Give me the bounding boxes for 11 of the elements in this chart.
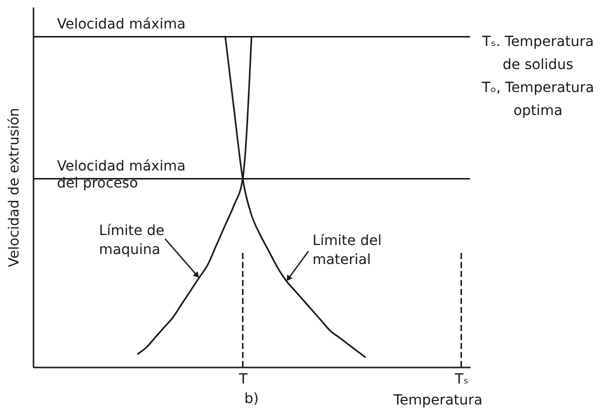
- text: Límite de maquina: [99, 222, 164, 258]
- text: Tₛ. Temperatura de solidus: [481, 34, 594, 73]
- ref-line-label: Velocidad máxima: [57, 16, 186, 33]
- x-tick-label: T: [238, 372, 248, 388]
- y-axis-title: Velocidad de extrusión: [6, 108, 22, 268]
- x-axis-title: Temperatura: [392, 392, 482, 408]
- x-tick-label: Tₛ: [454, 372, 469, 388]
- text: Límite del material: [312, 233, 382, 268]
- text: b): [244, 391, 259, 407]
- text: Tₒ, Temperatura optima: [480, 80, 594, 119]
- ref-line-label: Velocidad máxima del proceso: [57, 158, 186, 192]
